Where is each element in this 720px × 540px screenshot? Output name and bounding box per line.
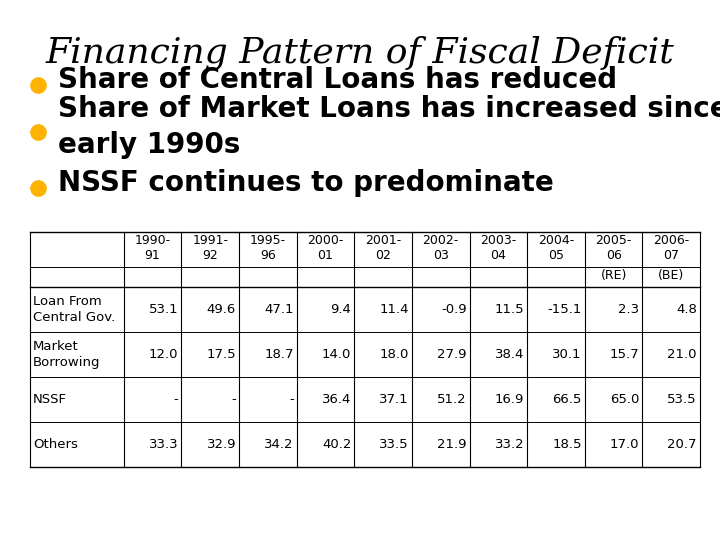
Text: 18.0: 18.0 [379, 348, 409, 361]
Text: -: - [231, 393, 236, 406]
Text: Share of Market Loans has increased since
early 1990s: Share of Market Loans has increased sinc… [58, 94, 720, 159]
Text: 37.1: 37.1 [379, 393, 409, 406]
Text: 9.4: 9.4 [330, 303, 351, 316]
Text: 4.8: 4.8 [676, 303, 697, 316]
Text: 49.6: 49.6 [207, 303, 236, 316]
Text: 2005-
06: 2005- 06 [595, 234, 631, 262]
Text: 32.9: 32.9 [207, 438, 236, 451]
Text: 2004-
05: 2004- 05 [538, 234, 574, 262]
Text: -: - [289, 393, 294, 406]
Text: Loan From
Central Gov.: Loan From Central Gov. [33, 295, 115, 324]
Text: 2003-
04: 2003- 04 [480, 234, 516, 262]
Text: 51.2: 51.2 [437, 393, 467, 406]
Text: 47.1: 47.1 [264, 303, 294, 316]
Text: 2006-
07: 2006- 07 [653, 234, 689, 262]
Text: 1990-
91: 1990- 91 [135, 234, 171, 262]
Text: 38.4: 38.4 [495, 348, 524, 361]
Text: 2002-
03: 2002- 03 [423, 234, 459, 262]
Text: 11.4: 11.4 [379, 303, 409, 316]
Text: 11.5: 11.5 [495, 303, 524, 316]
Text: 18.5: 18.5 [552, 438, 582, 451]
Text: 1991-
92: 1991- 92 [192, 234, 228, 262]
Text: Financing Pattern of Fiscal Deficit: Financing Pattern of Fiscal Deficit [45, 35, 675, 70]
Text: NSSF continues to predominate: NSSF continues to predominate [58, 169, 554, 197]
Text: 66.5: 66.5 [552, 393, 582, 406]
Text: Market
Borrowing: Market Borrowing [33, 340, 101, 369]
Text: 12.0: 12.0 [149, 348, 179, 361]
Text: 33.5: 33.5 [379, 438, 409, 451]
Text: 16.9: 16.9 [495, 393, 524, 406]
Text: -: - [174, 393, 179, 406]
Text: 36.4: 36.4 [322, 393, 351, 406]
Text: 33.2: 33.2 [495, 438, 524, 451]
Text: 33.3: 33.3 [149, 438, 179, 451]
Text: -0.9: -0.9 [441, 303, 467, 316]
Text: 17.5: 17.5 [207, 348, 236, 361]
Text: 14.0: 14.0 [322, 348, 351, 361]
Text: 53.1: 53.1 [149, 303, 179, 316]
Text: NSSF: NSSF [33, 393, 67, 406]
Text: 2000-
01: 2000- 01 [307, 234, 343, 262]
Text: Others: Others [33, 438, 78, 451]
Text: 30.1: 30.1 [552, 348, 582, 361]
Text: 18.7: 18.7 [264, 348, 294, 361]
Text: 2001-
02: 2001- 02 [365, 234, 401, 262]
Text: 21.9: 21.9 [437, 438, 467, 451]
Text: Share of Central Loans has reduced: Share of Central Loans has reduced [58, 66, 617, 94]
Text: 27.9: 27.9 [437, 348, 467, 361]
Text: 20.7: 20.7 [667, 438, 697, 451]
Text: (BE): (BE) [658, 269, 684, 282]
Text: 1995-
96: 1995- 96 [250, 234, 286, 262]
Text: 40.2: 40.2 [322, 438, 351, 451]
Text: 2.3: 2.3 [618, 303, 639, 316]
Text: (RE): (RE) [600, 269, 626, 282]
Text: 21.0: 21.0 [667, 348, 697, 361]
Text: -15.1: -15.1 [547, 303, 582, 316]
Text: 65.0: 65.0 [610, 393, 639, 406]
Text: 53.5: 53.5 [667, 393, 697, 406]
Text: 15.7: 15.7 [610, 348, 639, 361]
Text: 17.0: 17.0 [610, 438, 639, 451]
Text: 34.2: 34.2 [264, 438, 294, 451]
